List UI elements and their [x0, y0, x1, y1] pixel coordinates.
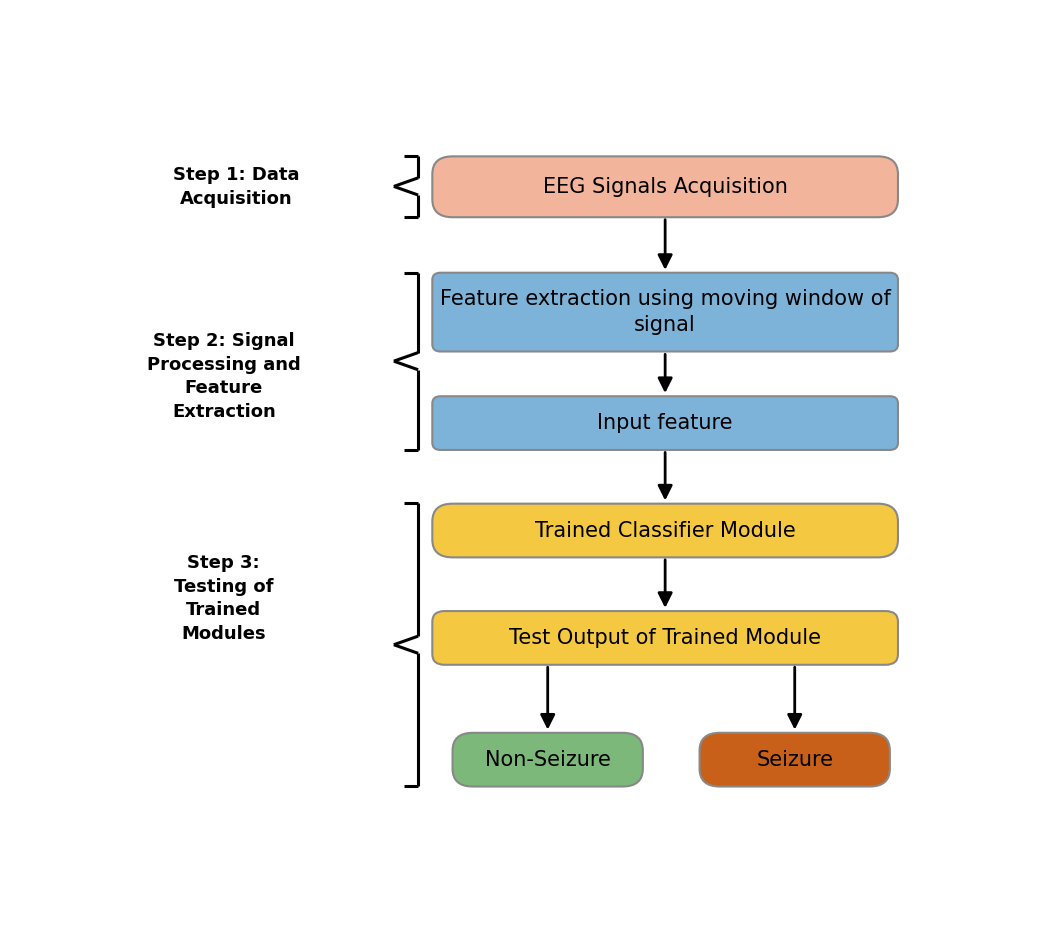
Text: Non-Seizure: Non-Seizure: [485, 750, 610, 770]
FancyBboxPatch shape: [699, 733, 890, 787]
Text: Trained Classifier Module: Trained Classifier Module: [535, 521, 795, 540]
Text: Seizure: Seizure: [757, 750, 833, 770]
FancyBboxPatch shape: [433, 396, 898, 450]
FancyBboxPatch shape: [433, 611, 898, 665]
FancyBboxPatch shape: [452, 733, 643, 787]
Text: EEG Signals Acquisition: EEG Signals Acquisition: [542, 177, 788, 197]
Text: Input feature: Input feature: [598, 413, 733, 433]
FancyBboxPatch shape: [433, 504, 898, 557]
FancyBboxPatch shape: [433, 156, 898, 218]
Text: Test Output of Trained Module: Test Output of Trained Module: [509, 628, 821, 648]
Text: Step 3:
Testing of
Trained
Modules: Step 3: Testing of Trained Modules: [175, 554, 274, 643]
Text: Step 2: Signal
Processing and
Feature
Extraction: Step 2: Signal Processing and Feature Ex…: [147, 332, 301, 421]
Text: Step 1: Data
Acquisition: Step 1: Data Acquisition: [172, 166, 299, 207]
Text: Feature extraction using moving window of
signal: Feature extraction using moving window o…: [440, 289, 890, 336]
FancyBboxPatch shape: [433, 272, 898, 352]
